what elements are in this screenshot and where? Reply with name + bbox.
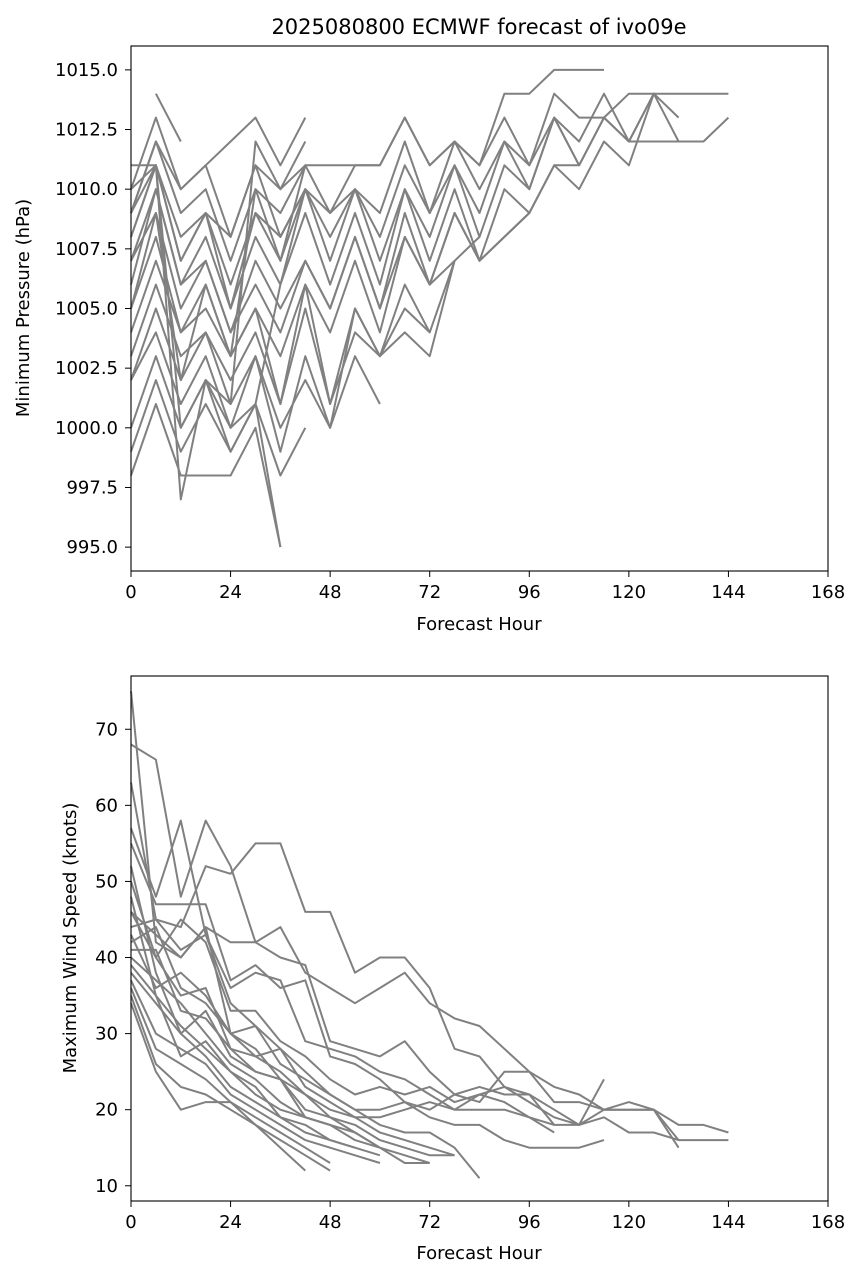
pressure-y-ticks: 995.0 997.5 1000.0 1002.5 1005.0 1007.5 1010.0… bbox=[55, 60, 131, 558]
pressure-series-line-20 bbox=[130, 140, 307, 429]
wind-y-tick-label: 30 bbox=[95, 1024, 118, 1045]
wind-series-line-10 bbox=[130, 926, 455, 1157]
wind-y-tick-label: 20 bbox=[95, 1100, 118, 1121]
wind-y-tick-label: 70 bbox=[95, 719, 118, 740]
wind-series-line-1 bbox=[130, 782, 605, 1126]
wind-y-tick-label: 50 bbox=[95, 871, 118, 892]
wind-series-line-21 bbox=[130, 911, 381, 1149]
wind-series-line-18 bbox=[130, 1002, 306, 1172]
pressure-y-tick-label: 1000.0 bbox=[55, 418, 118, 439]
wind-plot-frame bbox=[130, 675, 829, 1202]
wind-series-line-19 bbox=[130, 865, 331, 1126]
wind-x-tick-label: 72 bbox=[418, 1212, 441, 1233]
wind-x-tick-label: 96 bbox=[518, 1212, 541, 1233]
wind-series-line-9 bbox=[130, 934, 481, 1179]
wind-x-tick-label: 168 bbox=[811, 1212, 845, 1233]
pressure-x-tick-label: 24 bbox=[219, 582, 242, 603]
wind-y-tick-label: 10 bbox=[95, 1176, 118, 1197]
wind-y-tick-label: 40 bbox=[95, 948, 118, 969]
wind-x-tick-label: 24 bbox=[219, 1212, 242, 1233]
pressure-y-tick-label: 1015.0 bbox=[55, 60, 118, 81]
wind-x-ticks: 0 24 48 72 96 120 144 168 bbox=[125, 1201, 845, 1233]
pressure-series-line-6 bbox=[130, 116, 580, 310]
wind-series-line-4 bbox=[130, 819, 729, 1142]
pressure-series-line-16 bbox=[130, 379, 307, 477]
pressure-x-tick-label: 72 bbox=[418, 582, 441, 603]
wind-series-group bbox=[130, 691, 729, 1179]
wind-x-tick-label: 0 bbox=[125, 1212, 136, 1233]
pressure-y-axis-label: Minimum Pressure (hPa) bbox=[13, 199, 34, 417]
pressure-x-tick-label: 120 bbox=[612, 582, 646, 603]
wind-series-line-6 bbox=[130, 881, 680, 1141]
wind-series-line-17 bbox=[130, 995, 331, 1172]
pressure-y-tick-label: 995.0 bbox=[66, 537, 118, 558]
pressure-x-tick-label: 48 bbox=[319, 582, 342, 603]
wind-series-line-3 bbox=[130, 743, 680, 1149]
pressure-x-tick-label: 0 bbox=[125, 582, 136, 603]
wind-series-line-20 bbox=[130, 896, 356, 1149]
pressure-y-tick-label: 1005.0 bbox=[55, 299, 118, 320]
pressure-series-line-7 bbox=[130, 92, 680, 310]
wind-x-tick-label: 120 bbox=[612, 1212, 646, 1233]
wind-x-axis-label: Forecast Hour bbox=[416, 1243, 542, 1264]
pressure-series-line-19 bbox=[130, 116, 307, 214]
pressure-series-group bbox=[130, 68, 730, 548]
pressure-x-tick-label: 96 bbox=[518, 582, 541, 603]
wind-series-line-7 bbox=[130, 911, 555, 1134]
pressure-x-ticks: 0 24 48 72 96 120 144 168 bbox=[125, 571, 845, 603]
pressure-y-tick-label: 1010.0 bbox=[55, 179, 118, 200]
pressure-series-line-10 bbox=[130, 235, 456, 358]
pressure-series-line-17 bbox=[130, 403, 282, 548]
wind-x-tick-label: 144 bbox=[711, 1212, 745, 1233]
pressure-series-line-21 bbox=[130, 165, 307, 382]
wind-chart: 0 24 48 72 96 120 144 168 10 20 30 40 50 60 70 Foreca… bbox=[60, 675, 845, 1264]
pressure-y-tick-label: 1012.5 bbox=[55, 120, 118, 141]
pressure-y-tick-label: 997.5 bbox=[66, 477, 118, 498]
pressure-series-line-18 bbox=[130, 164, 307, 501]
wind-y-tick-label: 60 bbox=[95, 795, 118, 816]
pressure-series-line-1 bbox=[155, 93, 182, 142]
pressure-chart: 2025080800 ECMWF forecast of ivo09e 0 24 4… bbox=[13, 15, 845, 635]
pressure-chart-title: 2025080800 ECMWF forecast of ivo09e bbox=[271, 15, 686, 39]
wind-x-tick-label: 48 bbox=[319, 1212, 342, 1233]
pressure-series-line-9 bbox=[130, 212, 530, 334]
wind-y-ticks: 10 20 30 40 50 60 70 bbox=[95, 719, 131, 1197]
wind-series-line-5 bbox=[130, 843, 605, 1149]
pressure-x-tick-label: 168 bbox=[811, 582, 845, 603]
pressure-series-line-4 bbox=[130, 92, 680, 262]
pressure-x-axis-label: Forecast Hour bbox=[416, 614, 542, 635]
wind-y-axis-label: Maximum Wind Speed (knots) bbox=[60, 803, 81, 1074]
pressure-x-tick-label: 144 bbox=[711, 582, 745, 603]
wind-series-line-15 bbox=[130, 979, 381, 1164]
pressure-y-tick-label: 1007.5 bbox=[55, 239, 118, 260]
pressure-series-line-3 bbox=[131, 92, 729, 238]
pressure-series-line-11 bbox=[130, 236, 481, 405]
pressure-y-tick-label: 1002.5 bbox=[55, 358, 118, 379]
wind-series-line-11 bbox=[131, 948, 455, 1157]
